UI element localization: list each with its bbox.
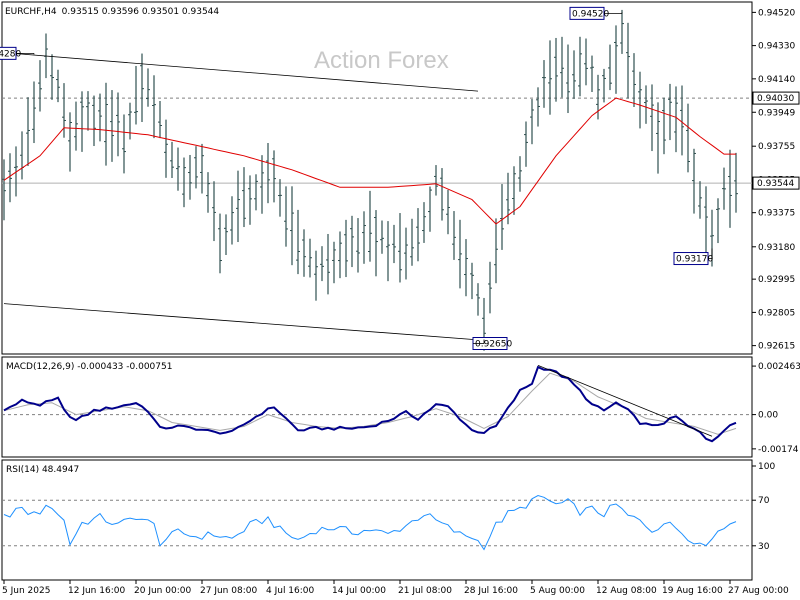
price-layer: 0.94280 0.94520 0.92650 0.93170 bbox=[0, 6, 752, 351]
time-tick-label: 21 Jul 08:00 bbox=[398, 586, 452, 596]
rsi-tick-label: 70 bbox=[758, 496, 770, 506]
price-tick-label: 0.92805 bbox=[758, 308, 795, 318]
moving-average-line bbox=[3, 97, 736, 225]
macd-header: MACD(12,26,9) -0.000433 -0.000751 bbox=[6, 362, 172, 372]
price-tick-label: 0.92615 bbox=[758, 342, 795, 352]
price-trendline bbox=[3, 303, 497, 342]
time-tick-label: 27 Jun 08:00 bbox=[200, 586, 257, 596]
price-tick-label: 0.93375 bbox=[758, 209, 795, 219]
price-tick-label: 0.93755 bbox=[758, 142, 795, 152]
price-panel bbox=[1, 1, 753, 355]
rsi-tick-label: 100 bbox=[758, 462, 775, 472]
annotation-label: 0.93170 bbox=[676, 255, 713, 265]
time-tick-label: 5 Aug 00:00 bbox=[530, 586, 585, 596]
time-tick-label: 14 Jul 00:00 bbox=[332, 586, 386, 596]
rsi-layer bbox=[2, 494, 752, 551]
annotation-label: 0.94280 bbox=[0, 49, 21, 59]
price-tick-label: 0.92995 bbox=[758, 275, 795, 285]
watermark: Action Forex bbox=[314, 47, 449, 74]
time-tick-label: 12 Aug 08:00 bbox=[596, 586, 657, 596]
price-tick-label: 0.93180 bbox=[758, 243, 795, 253]
rsi-tick-label: 30 bbox=[758, 542, 770, 552]
macd-trendline bbox=[537, 364, 713, 437]
price-trendline bbox=[3, 52, 479, 92]
time-tick-label: 20 Jun 00:00 bbox=[134, 586, 191, 596]
rsi-line bbox=[3, 494, 737, 551]
annotation-label: 0.94520 bbox=[572, 9, 609, 19]
time-tick-label: 12 Jun 16:00 bbox=[68, 586, 125, 596]
rsi-header: RSI(14) 48.4947 bbox=[6, 465, 79, 475]
macd-line bbox=[3, 365, 737, 443]
macd-layer bbox=[2, 364, 752, 443]
macd-tick-label: 0.002463 bbox=[758, 362, 800, 372]
macd-panel bbox=[1, 356, 753, 458]
price-tick-label: 0.94520 bbox=[758, 8, 795, 18]
current-price-box-label: 0.93544 bbox=[757, 179, 794, 189]
price-tick-label: 0.94140 bbox=[758, 75, 795, 85]
annotation-label: 0.92650 bbox=[475, 340, 512, 350]
current-price-box bbox=[752, 176, 800, 190]
time-tick-label: 4 Jul 16:00 bbox=[266, 586, 315, 596]
time-tick-label: 19 Aug 16:00 bbox=[662, 586, 723, 596]
rsi-panel bbox=[1, 459, 753, 581]
time-tick-label: 5 Jun 2025 bbox=[2, 586, 50, 596]
macd-tick-label: 0.00 bbox=[758, 411, 778, 421]
price-tick-label: 0.93949 bbox=[758, 108, 795, 118]
level-value-box-label: 0.94030 bbox=[757, 94, 794, 104]
symbol-header: EURCHF,H4 0.93515 0.93596 0.93501 0.93544 bbox=[5, 7, 219, 17]
time-tick-label: 28 Jul 16:00 bbox=[464, 586, 518, 596]
macd-tick-label: -0.00174 bbox=[758, 445, 799, 455]
time-tick-label: 27 Aug 00:00 bbox=[728, 586, 789, 596]
level-value-box bbox=[752, 91, 800, 105]
price-tick-label: 0.94330 bbox=[758, 42, 795, 52]
axis-layer: 0.94520 0.94330 0.94140 0.93949 0.93755 0.935… bbox=[2, 8, 800, 596]
